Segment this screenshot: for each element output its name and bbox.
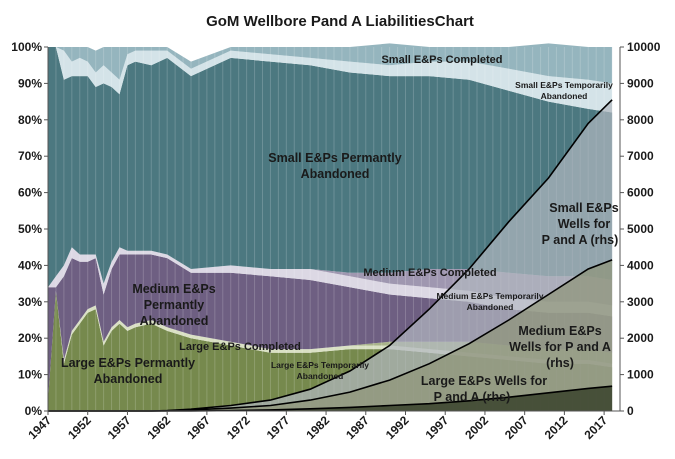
- label-small-completed: Small E&Ps Completed: [381, 54, 502, 66]
- chart-title: GoM Wellbore Pand A LiabilitiesChart: [206, 13, 474, 30]
- y2-tick-label: 8000: [627, 113, 654, 127]
- rhs-area-small-eps-wells-for-p-and-a: [48, 99, 613, 412]
- y2-tick-label: 3000: [627, 295, 654, 309]
- annotations: Small E&Ps Completed Small E&Ps Temporar…: [61, 54, 619, 404]
- y-tick-label: 40%: [18, 258, 42, 272]
- x-tick-label: 2017: [581, 413, 610, 442]
- x-tick-label: 1962: [145, 413, 174, 442]
- y2-tick-label: 10000: [627, 40, 661, 54]
- label-medium-wells-3: (rhs): [546, 356, 574, 370]
- label-medium-temp-2: Abandoned: [467, 302, 514, 312]
- y-tick-label: 100%: [11, 40, 42, 54]
- y-tick-label: 70%: [18, 149, 42, 163]
- label-medium-perm-3: Abandoned: [140, 314, 209, 328]
- label-small-perm-1: Small E&Ps Permantly: [268, 151, 401, 165]
- label-medium-perm-1: Medium E&Ps: [132, 282, 215, 296]
- label-large-completed: Large E&Ps Completed: [179, 341, 301, 353]
- y-tick-label: 90%: [18, 76, 42, 90]
- label-large-temp-2: Abandoned: [297, 371, 344, 381]
- x-tick-label: 1972: [224, 413, 253, 442]
- label-small-wells-1: Small E&Ps: [549, 201, 619, 215]
- y2-tick-label: 4000: [627, 258, 654, 272]
- y-tick-label: 50%: [18, 222, 42, 236]
- y2-tick-label: 1000: [627, 368, 654, 382]
- y-tick-label: 20%: [18, 331, 42, 345]
- x-tick-label: 2002: [462, 413, 491, 442]
- area-small-eps-completed: [48, 47, 613, 113]
- y-tick-label: 80%: [18, 113, 42, 127]
- x-tick-label: 1952: [65, 413, 94, 442]
- y2-tick-label: 2000: [627, 331, 654, 345]
- x-tick-label: 2012: [542, 413, 571, 442]
- y-tick-label: 30%: [18, 295, 42, 309]
- label-medium-perm-2: Permantly: [144, 298, 204, 312]
- label-large-temp-1: Large E&Ps Temporarily: [271, 360, 369, 370]
- x-tick-label: 1967: [184, 413, 213, 442]
- x-tick-label: 1997: [423, 413, 452, 442]
- label-small-wells-2: Wells for: [558, 217, 611, 231]
- y2-tick-label: 5000: [627, 222, 654, 236]
- x-tick-label: 1982: [303, 413, 332, 442]
- x-tick-label: 1977: [264, 413, 293, 442]
- label-medium-completed: Medium E&Ps Completed: [363, 267, 496, 279]
- area-small-eps-permanly-abandoned: [48, 47, 613, 288]
- y2-tick-label: 6000: [627, 186, 654, 200]
- label-large-perm-1: Large E&Ps Permantly: [61, 356, 195, 370]
- y2-tick-label: 9000: [627, 76, 654, 90]
- label-large-perm-2: Abandoned: [94, 372, 163, 386]
- y-tick-label: 10%: [18, 368, 42, 382]
- y-tick-label: 60%: [18, 186, 42, 200]
- x-tick-label: 1987: [343, 413, 372, 442]
- label-small-temp-1: Small E&Ps Temporarily: [515, 80, 613, 90]
- label-medium-wells-1: Medium E&Ps: [518, 324, 601, 338]
- x-tick-label: 2007: [502, 413, 531, 442]
- label-medium-wells-2: Wells for P and A: [509, 340, 611, 354]
- area-small-eps-temporarily-abandoned: [48, 43, 613, 84]
- x-tick-label: 1957: [105, 413, 134, 442]
- label-large-wells-1: Large E&Ps Wells for: [421, 374, 547, 388]
- y-tick-label: 0%: [25, 404, 43, 418]
- y2-tick-label: 0: [627, 404, 634, 418]
- label-small-temp-2: Abandoned: [541, 91, 588, 101]
- rhs-area-medium-eps-wells-for-p-and-a: [48, 259, 613, 411]
- rhs-area-large-eps-wells-for-p-and-a: [48, 386, 613, 411]
- area-medium-eps-permantly-abandoned: [48, 254, 613, 401]
- label-large-wells-2: P and A (rhs): [434, 390, 511, 404]
- y2-tick-label: 7000: [627, 149, 654, 163]
- label-small-perm-2: Abandoned: [301, 167, 370, 181]
- x-tick-label: 1992: [383, 413, 412, 442]
- label-small-wells-3: P and A (rhs): [542, 233, 619, 247]
- label-medium-temp-1: Medium E&Ps Temporarily: [436, 291, 543, 301]
